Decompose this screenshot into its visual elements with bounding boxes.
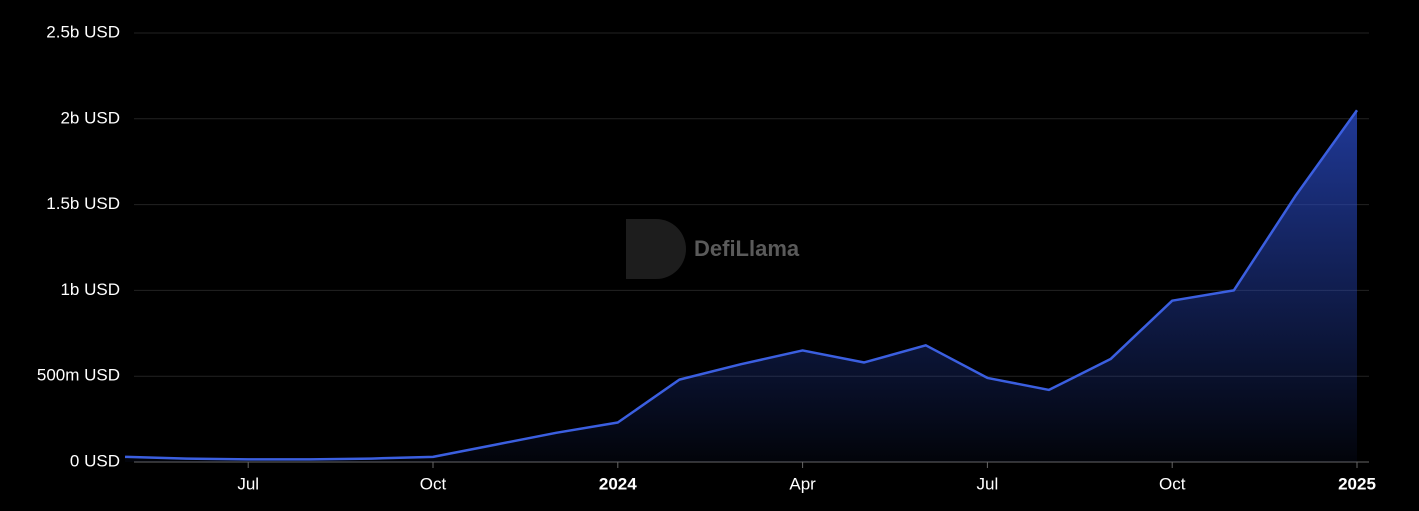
x-tick-label: Apr <box>789 474 816 493</box>
watermark-logo <box>626 219 686 279</box>
x-tick-label: Oct <box>1159 474 1186 493</box>
y-tick-label: 500m USD <box>37 366 120 385</box>
line <box>124 109 1359 461</box>
y-tick-label: 1b USD <box>60 280 120 299</box>
y-tick-label: 0 USD <box>70 451 120 470</box>
x-tick-label: Oct <box>420 474 447 493</box>
watermark: DefiLlama <box>694 236 800 261</box>
x-tick-label: Jul <box>977 474 999 493</box>
x-tick-label: Jul <box>237 474 259 493</box>
y-tick-label: 2.5b USD <box>46 22 120 41</box>
area <box>125 110 1357 462</box>
x-tick-label: 2025 <box>1338 474 1376 493</box>
y-tick-label: 2b USD <box>60 108 120 127</box>
y-tick-label: 1.5b USD <box>46 194 120 213</box>
x-tick-label: 2024 <box>599 474 637 493</box>
